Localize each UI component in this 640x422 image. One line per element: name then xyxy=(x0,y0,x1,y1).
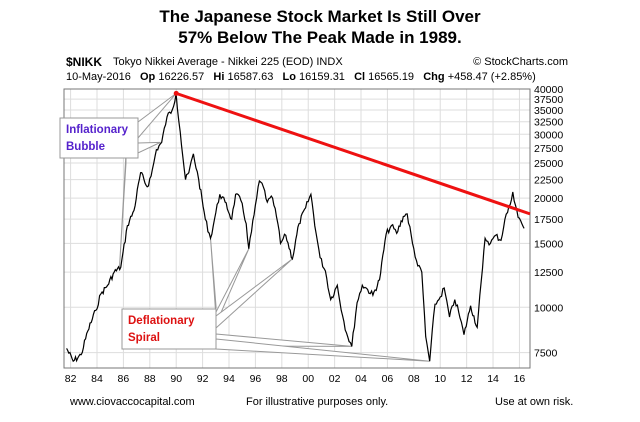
close-value: 16565.19 xyxy=(368,71,415,83)
x-tick-label: 92 xyxy=(197,373,209,385)
spiral-label-line2: Spiral xyxy=(128,332,160,344)
spiral-callout-box xyxy=(121,308,217,350)
y-tick-label: 32500 xyxy=(534,117,563,129)
y-tick-label: 22500 xyxy=(534,175,563,187)
x-tick-label: 96 xyxy=(250,373,262,385)
annotation-callouts xyxy=(118,92,430,362)
y-axis-ticks: 7500 10000 12500 15000 17500 20000 22500 25000 2… xyxy=(534,84,563,360)
y-tick-label: 40000 xyxy=(534,84,563,96)
x-tick-label: 16 xyxy=(514,373,526,385)
spiral-pointer-2009 xyxy=(215,338,430,362)
brand-label: © StockCharts.com xyxy=(473,56,568,68)
ticker-description: Tokyo Nikkei Average - Nikkei 225 (EOD) … xyxy=(113,56,343,68)
plot-frame xyxy=(63,88,531,369)
x-tick-label: 10 xyxy=(434,373,446,385)
ticker-symbol: $NIKK xyxy=(66,55,103,69)
x-tick-label: 86 xyxy=(118,373,130,385)
bubble-callout-box xyxy=(59,117,139,159)
price-series-line xyxy=(66,93,525,363)
x-axis-ticks: 82 84 86 88 90 92 94 96 98 00 02 04 06 08 10 12 14 16 xyxy=(65,373,526,385)
x-tick-label: 98 xyxy=(276,373,288,385)
peak-marker xyxy=(173,90,179,96)
y-tick-label: 25000 xyxy=(534,158,563,170)
x-tick-label: 88 xyxy=(144,373,156,385)
y-tick-label: 30000 xyxy=(534,129,563,141)
x-tick-label: 94 xyxy=(223,373,235,385)
y-tick-label: 15000 xyxy=(534,238,563,250)
chart-title-line2: 57% Below The Peak Made in 1989. xyxy=(178,28,462,47)
y-tick-label: 37500 xyxy=(534,94,563,106)
y-tick-label: 20000 xyxy=(534,193,563,205)
chart-title-line1: The Japanese Stock Market Is Still Over xyxy=(159,7,481,26)
y-tick-label: 27500 xyxy=(534,143,563,155)
bubble-pointer-peak xyxy=(137,92,177,140)
footer-website: www.ciovaccocapital.com xyxy=(70,396,195,408)
high-label: Hi xyxy=(213,71,225,83)
x-tick-label: 84 xyxy=(91,373,103,385)
annotation-inflationary-bubble: Inflationary Bubble xyxy=(59,117,139,159)
x-tick-label: 90 xyxy=(170,373,182,385)
x-tick-label: 82 xyxy=(65,373,77,385)
annotation-deflationary-spiral: Deflationary Spiral xyxy=(121,308,217,350)
high-value: 16587.63 xyxy=(227,71,274,83)
y-tick-label: 12500 xyxy=(534,267,563,279)
change-value: +458.47 (+2.85%) xyxy=(447,71,536,83)
close-label: Cl xyxy=(354,71,366,83)
downtrend-line xyxy=(175,91,531,216)
x-tick-label: 00 xyxy=(302,373,314,385)
open-value: 16226.57 xyxy=(158,71,205,83)
y-tick-label: 7500 xyxy=(534,348,558,360)
bubble-label-line1: Inflationary xyxy=(66,124,129,136)
open-label: Op xyxy=(140,71,156,83)
x-tick-label: 14 xyxy=(487,373,499,385)
y-tick-label: 10000 xyxy=(534,302,563,314)
y-tick-label: 17500 xyxy=(534,214,563,226)
low-value: 16159.31 xyxy=(299,71,345,83)
quote-date: 10-May-2016 xyxy=(66,71,131,83)
x-tick-label: 06 xyxy=(382,373,394,385)
spiral-pointer-1992 xyxy=(210,238,217,319)
low-label: Lo xyxy=(282,71,296,83)
spiral-label-line1: Deflationary xyxy=(128,315,195,327)
footer-disclaimer: For illustrative purposes only. xyxy=(246,396,389,408)
x-tick-label: 08 xyxy=(408,373,420,385)
footer-risk-note: Use at own risk. xyxy=(495,396,574,408)
x-tick-label: 12 xyxy=(461,373,473,385)
bubble-label-line2: Bubble xyxy=(66,141,105,153)
x-tick-label: 02 xyxy=(329,373,341,385)
change-label: Chg xyxy=(423,71,445,83)
y-tick-label: 35000 xyxy=(534,105,563,117)
quote-line: 10-May-2016 Op 16226.57 Hi 16587.63 Lo 1… xyxy=(66,71,536,83)
x-tick-label: 04 xyxy=(355,373,367,385)
